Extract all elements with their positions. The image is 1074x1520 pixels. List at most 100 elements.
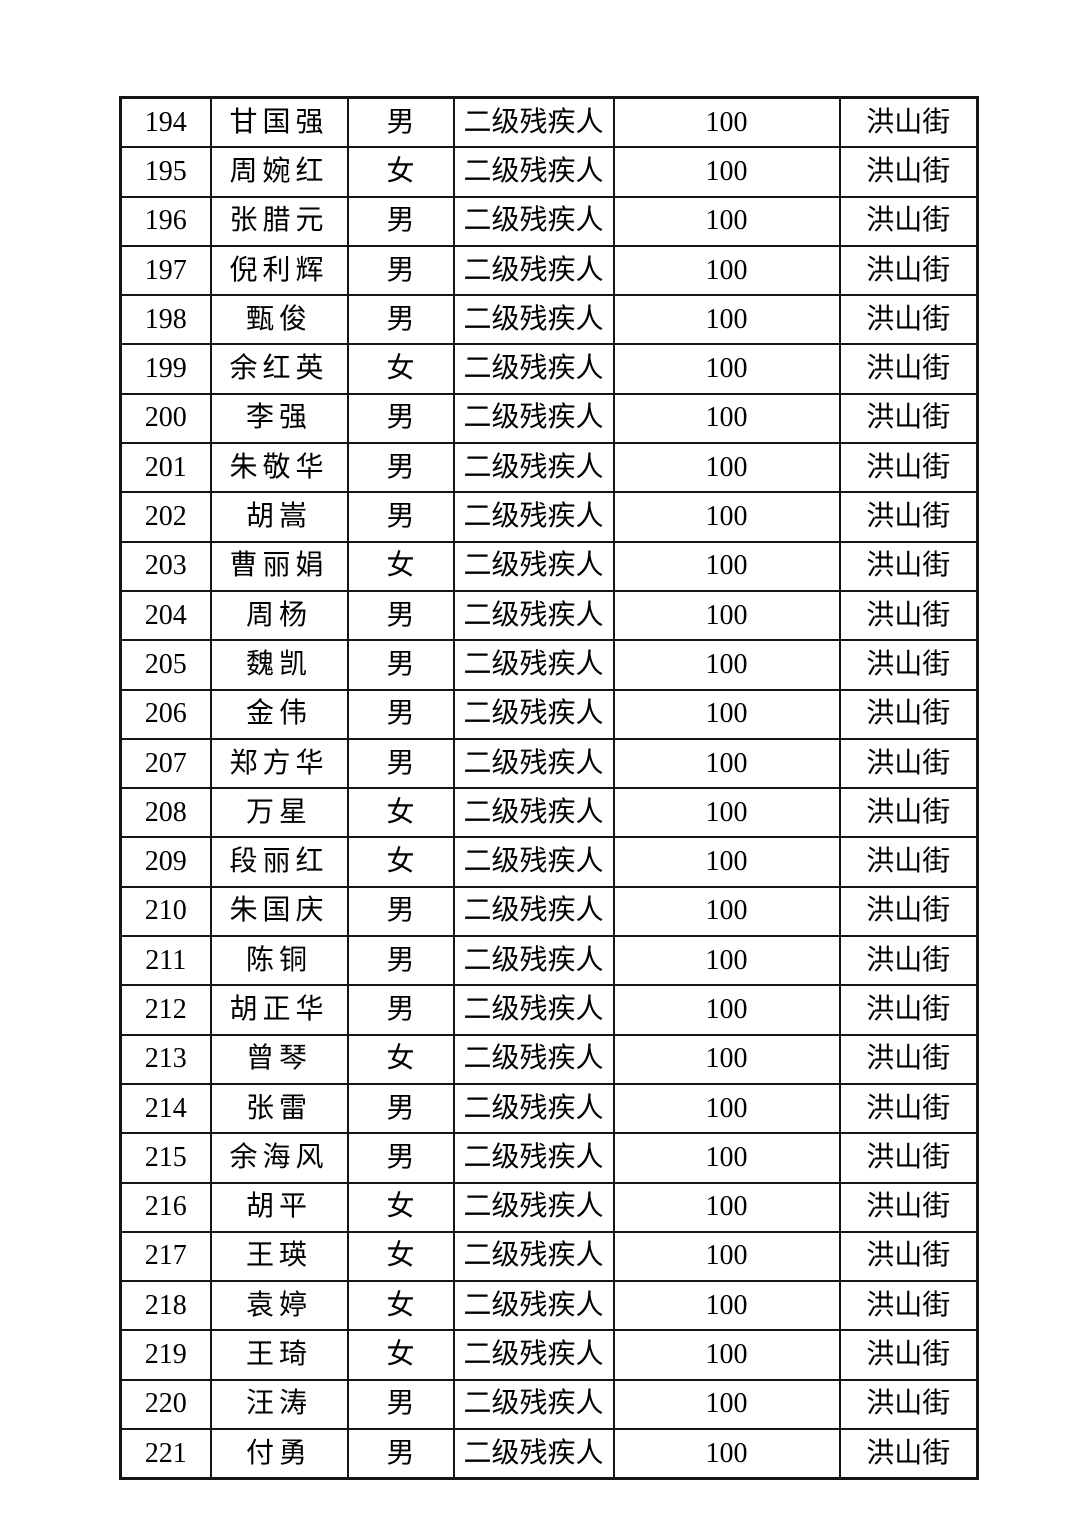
gender-cell: 男 bbox=[346, 442, 455, 494]
person-name-cell: 李强 bbox=[209, 392, 349, 445]
table-row: 215 余海风 男 二级残疾人 100 洪山街 bbox=[119, 1132, 979, 1184]
person-name-cell: 万星 bbox=[209, 787, 349, 839]
beneficiary-table: 194 甘国强 男 二级残疾人 100 洪山街 195 周婉红 女 二级残疾人 … bbox=[119, 96, 979, 1481]
amount-cell: 100 bbox=[612, 442, 841, 494]
row-number-cell: 195 bbox=[119, 146, 212, 198]
disability-category-cell: 二级残疾人 bbox=[452, 244, 615, 297]
street-cell: 洪山街 bbox=[838, 836, 979, 888]
table-row: 209 段丽红 女 二级残疾人 100 洪山街 bbox=[119, 836, 979, 888]
disability-category-cell: 二级残疾人 bbox=[452, 294, 615, 346]
disability-category-cell: 二级残疾人 bbox=[452, 737, 615, 790]
amount-cell: 100 bbox=[612, 1132, 841, 1184]
gender-cell: 女 bbox=[346, 1033, 455, 1085]
street-cell: 洪山街 bbox=[838, 1181, 979, 1233]
row-number-cell: 198 bbox=[119, 294, 212, 346]
table-row: 214 张雷 男 二级残疾人 100 洪山街 bbox=[119, 1082, 979, 1135]
person-name-cell: 曹丽娟 bbox=[209, 540, 349, 592]
row-number-cell: 200 bbox=[119, 392, 212, 445]
amount-cell: 100 bbox=[612, 540, 841, 592]
row-number-cell: 204 bbox=[119, 589, 212, 642]
row-number-cell: 220 bbox=[119, 1378, 212, 1431]
amount-cell: 100 bbox=[612, 639, 841, 691]
gender-cell: 男 bbox=[346, 1132, 455, 1184]
table-row: 206 金伟 男 二级残疾人 100 洪山街 bbox=[119, 688, 979, 740]
table-row: 201 朱敬华 男 二级残疾人 100 洪山街 bbox=[119, 442, 979, 494]
amount-cell: 100 bbox=[612, 195, 841, 247]
amount-cell: 100 bbox=[612, 1428, 841, 1480]
row-number-cell: 196 bbox=[119, 195, 212, 247]
table-row: 199 余红英 女 二级残疾人 100 洪山街 bbox=[119, 343, 979, 395]
row-number-cell: 216 bbox=[119, 1181, 212, 1233]
table-row: 207 郑方华 男 二级残疾人 100 洪山街 bbox=[119, 737, 979, 790]
disability-category-cell: 二级残疾人 bbox=[452, 589, 615, 642]
amount-cell: 100 bbox=[612, 343, 841, 395]
amount-cell: 100 bbox=[612, 244, 841, 297]
row-number-cell: 207 bbox=[119, 737, 212, 790]
person-name-cell: 朱国庆 bbox=[209, 885, 349, 938]
gender-cell: 男 bbox=[346, 935, 455, 987]
amount-cell: 100 bbox=[612, 1378, 841, 1431]
row-number-cell: 221 bbox=[119, 1428, 212, 1480]
person-name-cell: 甄俊 bbox=[209, 294, 349, 346]
street-cell: 洪山街 bbox=[838, 1230, 979, 1283]
table-row: 198 甄俊 男 二级残疾人 100 洪山街 bbox=[119, 294, 979, 346]
disability-category-cell: 二级残疾人 bbox=[452, 392, 615, 445]
row-number-cell: 205 bbox=[119, 639, 212, 691]
row-number-cell: 219 bbox=[119, 1329, 212, 1381]
disability-category-cell: 二级残疾人 bbox=[452, 491, 615, 543]
street-cell: 洪山街 bbox=[838, 96, 979, 149]
disability-category-cell: 二级残疾人 bbox=[452, 836, 615, 888]
gender-cell: 女 bbox=[346, 343, 455, 395]
disability-category-cell: 二级残疾人 bbox=[452, 1033, 615, 1085]
person-name-cell: 胡平 bbox=[209, 1181, 349, 1233]
row-number-cell: 218 bbox=[119, 1280, 212, 1332]
street-cell: 洪山街 bbox=[838, 1082, 979, 1135]
person-name-cell: 张雷 bbox=[209, 1082, 349, 1135]
disability-category-cell: 二级残疾人 bbox=[452, 1181, 615, 1233]
disability-category-cell: 二级残疾人 bbox=[452, 343, 615, 395]
gender-cell: 女 bbox=[346, 836, 455, 888]
street-cell: 洪山街 bbox=[838, 639, 979, 691]
disability-category-cell: 二级残疾人 bbox=[452, 1329, 615, 1381]
table-row: 217 王瑛 女 二级残疾人 100 洪山街 bbox=[119, 1230, 979, 1283]
person-name-cell: 陈铜 bbox=[209, 935, 349, 987]
row-number-cell: 215 bbox=[119, 1132, 212, 1184]
amount-cell: 100 bbox=[612, 984, 841, 1036]
table-row: 204 周杨 男 二级残疾人 100 洪山街 bbox=[119, 589, 979, 642]
street-cell: 洪山街 bbox=[838, 195, 979, 247]
amount-cell: 100 bbox=[612, 688, 841, 740]
street-cell: 洪山街 bbox=[838, 1329, 979, 1381]
table-row: 196 张腊元 男 二级残疾人 100 洪山街 bbox=[119, 195, 979, 247]
person-name-cell: 曾琴 bbox=[209, 1033, 349, 1085]
disability-category-cell: 二级残疾人 bbox=[452, 787, 615, 839]
street-cell: 洪山街 bbox=[838, 1378, 979, 1431]
amount-cell: 100 bbox=[612, 392, 841, 445]
table-row: 200 李强 男 二级残疾人 100 洪山街 bbox=[119, 392, 979, 445]
person-name-cell: 朱敬华 bbox=[209, 442, 349, 494]
gender-cell: 女 bbox=[346, 787, 455, 839]
table-row: 210 朱国庆 男 二级残疾人 100 洪山街 bbox=[119, 885, 979, 938]
disability-category-cell: 二级残疾人 bbox=[452, 540, 615, 592]
disability-category-cell: 二级残疾人 bbox=[452, 1428, 615, 1480]
person-name-cell: 汪涛 bbox=[209, 1378, 349, 1431]
street-cell: 洪山街 bbox=[838, 589, 979, 642]
person-name-cell: 段丽红 bbox=[209, 836, 349, 888]
person-name-cell: 周杨 bbox=[209, 589, 349, 642]
disability-category-cell: 二级残疾人 bbox=[452, 1132, 615, 1184]
amount-cell: 100 bbox=[612, 1329, 841, 1381]
person-name-cell: 余红英 bbox=[209, 343, 349, 395]
amount-cell: 100 bbox=[612, 1230, 841, 1283]
disability-category-cell: 二级残疾人 bbox=[452, 1230, 615, 1283]
disability-category-cell: 二级残疾人 bbox=[452, 984, 615, 1036]
street-cell: 洪山街 bbox=[838, 1033, 979, 1085]
disability-category-cell: 二级残疾人 bbox=[452, 442, 615, 494]
gender-cell: 男 bbox=[346, 1082, 455, 1135]
person-name-cell: 王琦 bbox=[209, 1329, 349, 1381]
amount-cell: 100 bbox=[612, 885, 841, 938]
street-cell: 洪山街 bbox=[838, 244, 979, 297]
street-cell: 洪山街 bbox=[838, 540, 979, 592]
gender-cell: 男 bbox=[346, 688, 455, 740]
row-number-cell: 213 bbox=[119, 1033, 212, 1085]
row-number-cell: 199 bbox=[119, 343, 212, 395]
table-row: 208 万星 女 二级残疾人 100 洪山街 bbox=[119, 787, 979, 839]
